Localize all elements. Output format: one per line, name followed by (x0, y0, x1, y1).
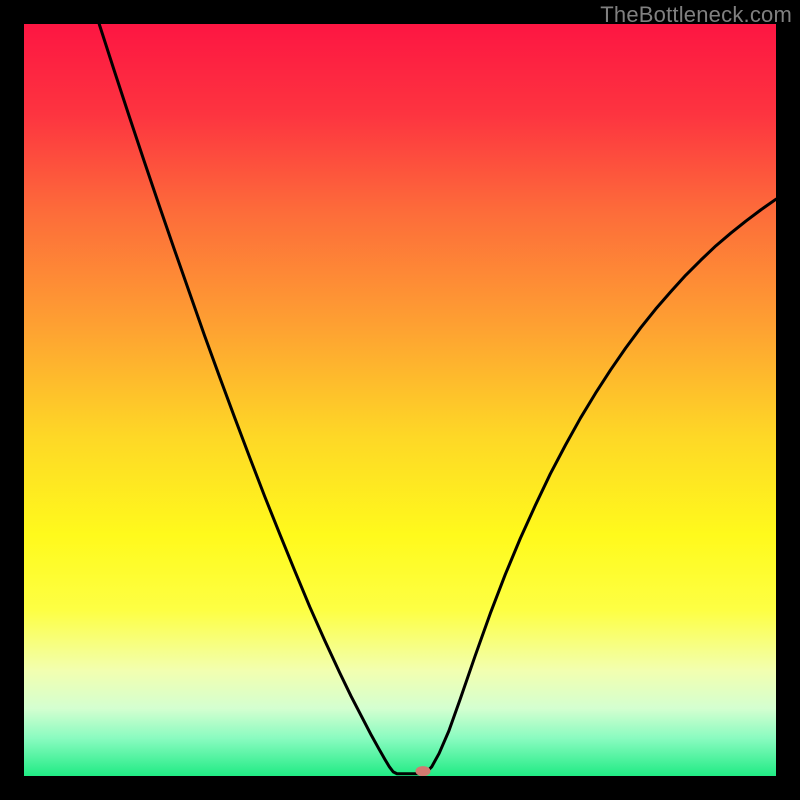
bottleneck-curve (24, 24, 776, 776)
curve-path (99, 24, 776, 774)
optimal-point-marker (415, 767, 430, 776)
watermark-text: TheBottleneck.com (600, 2, 792, 28)
chart-frame (0, 0, 800, 800)
plot-area (24, 24, 776, 776)
